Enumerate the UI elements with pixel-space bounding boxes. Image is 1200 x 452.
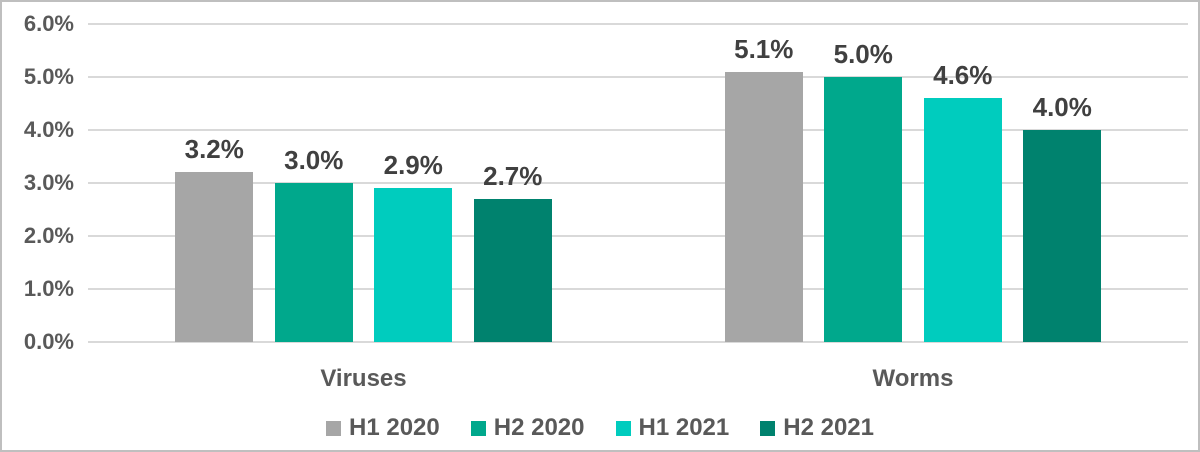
y-axis-tick-label: 2.0% (23, 223, 74, 248)
y-axis-tick-label: 5.0% (23, 64, 74, 89)
bar-value-label: 5.1% (734, 33, 794, 64)
gridline (88, 129, 1188, 131)
category-label-viruses: Viruses (320, 365, 407, 392)
y-axis-tick-label: 3.0% (23, 170, 74, 195)
bar-value-label: 2.9% (383, 150, 443, 181)
bar-h2-2021-viruses (473, 198, 552, 342)
bar-value-label: 2.7% (483, 160, 543, 191)
gridline (88, 235, 1188, 237)
gridline (88, 182, 1188, 184)
y-axis-tick-label: 4.0% (23, 117, 74, 142)
legend-item-label: H2 2020 (493, 414, 585, 441)
legend-item-h1-2021: H1 2021 (615, 413, 730, 443)
gridline (88, 23, 1188, 25)
y-axis-tick-label: 1.0% (23, 276, 74, 301)
bar-value-label: 4.6% (933, 60, 993, 91)
gridline (88, 288, 1188, 290)
bar-value-label: 3.2% (184, 134, 244, 165)
bar-h1-2020-viruses (175, 172, 254, 342)
legend-item-h2-2021: H2 2021 (760, 413, 874, 443)
legend-color-swatch (326, 420, 341, 436)
legend-item-label: H1 2020 (349, 414, 440, 441)
bar-h2-2020-viruses (274, 183, 353, 342)
legend-color-swatch (470, 420, 486, 436)
gridline (88, 76, 1188, 78)
bar-value-label: 4.0% (1032, 92, 1092, 122)
bar-h1-2021-worms (923, 98, 1002, 342)
bar-h2-2021-worms (1023, 130, 1102, 342)
legend-item-h2-2020: H2 2020 (470, 413, 585, 443)
plot-area: 3.2% 3.0% 2.9% 2.7% 5.1% 5.0% 4.6% 4.0% (88, 23, 1188, 343)
legend-color-swatch (760, 420, 776, 436)
legend-color-swatch (615, 420, 631, 436)
y-axis-tick-label: 6.0% (23, 11, 74, 36)
legend-item-label: H2 2021 (783, 414, 874, 441)
bar-h1-2020-worms (724, 71, 803, 342)
gridline (88, 341, 1188, 343)
y-axis-tick-label: 0.0% (23, 329, 74, 354)
bar-h1-2021-viruses (374, 188, 453, 342)
legend-item-label: H1 2021 (638, 414, 730, 441)
bar-value-label: 3.0% (284, 145, 344, 175)
legend-item-h1-2020: H1 2020 (326, 413, 440, 443)
bar-h2-2020-worms (824, 77, 903, 342)
bar-value-label: 5.0% (833, 39, 893, 69)
category-label-worms: Worms (872, 365, 954, 392)
legend: H1 2020 H2 2020 H1 2021 H2 2021 (2, 413, 1198, 443)
